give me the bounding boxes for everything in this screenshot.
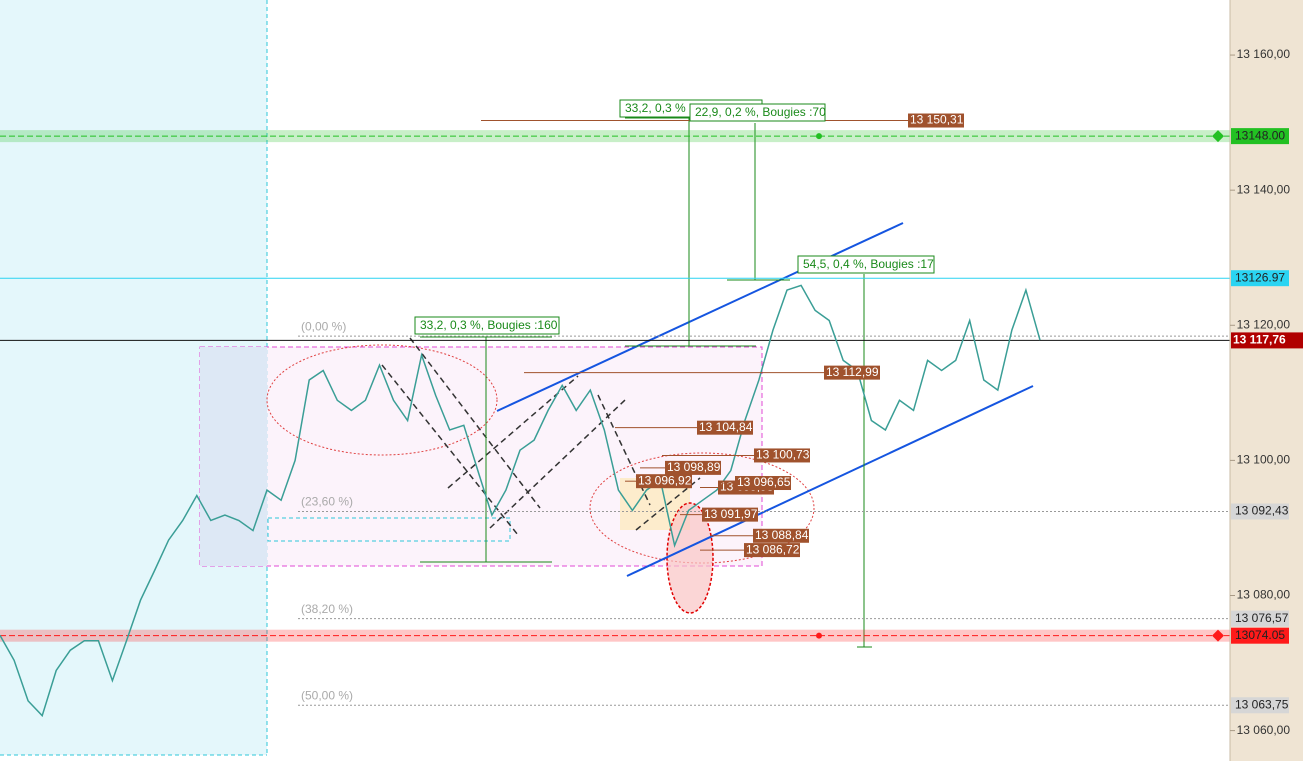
- price-tag: [636, 474, 692, 489]
- price-tag-label: 13 104,84: [699, 420, 753, 434]
- price-tag-label: 13 098,89: [667, 460, 721, 474]
- level-tag: [1231, 697, 1289, 714]
- price-tag: [824, 365, 880, 380]
- y-tick-label: 13 080,00: [1237, 588, 1291, 602]
- price-tag-label: 13 100,73: [756, 448, 810, 462]
- fib-label: (0,00 %): [301, 319, 346, 333]
- level-tag: [1231, 128, 1289, 145]
- price-line: [0, 284, 1041, 718]
- trendline: [496, 222, 904, 412]
- price-tag: [744, 543, 800, 558]
- measure-box: [689, 103, 826, 122]
- level-label: 13 076,57: [1235, 611, 1289, 625]
- zone-box: [267, 517, 511, 542]
- range-overlap: [200, 347, 267, 566]
- level-handle: [816, 632, 822, 639]
- level-label: 13126.97: [1235, 270, 1285, 284]
- ellipse: [589, 452, 815, 564]
- price-tag: [735, 476, 791, 491]
- level-tag: [1231, 270, 1289, 287]
- level-handle: [1212, 629, 1224, 642]
- price-tag: [908, 113, 964, 128]
- level-tag: [1231, 332, 1303, 349]
- measure-box: [797, 255, 935, 274]
- level-handle: [1212, 130, 1224, 143]
- price-tag: [753, 528, 809, 543]
- level-label: 13 092,43: [1235, 504, 1289, 518]
- y-tick-label: 13 100,00: [1237, 453, 1291, 467]
- level-tag: [1231, 627, 1289, 644]
- level-label: 13074.05: [1235, 628, 1285, 642]
- axis-panel: [1230, 0, 1303, 761]
- measure-label: 33,2, 0,3 %: [625, 101, 686, 115]
- price-tag-label: 13 091,97: [704, 507, 758, 521]
- price-tag-label: 13 096,65: [737, 475, 791, 489]
- price-tag: [702, 507, 758, 522]
- fib-label: (50,00 %): [301, 688, 353, 702]
- ellipse: [266, 344, 498, 456]
- level-label: 13148.00: [1235, 128, 1285, 142]
- price-tag-label: 13 112,99: [826, 365, 879, 379]
- trendline: [626, 385, 1034, 577]
- measure-label: 33,2, 0,3 %, Bougies :160: [420, 318, 558, 332]
- price-tag-label: 13 150,31: [910, 113, 964, 127]
- price-tag-label: 13 096,92: [638, 473, 692, 487]
- level-label: 13 117,76: [1233, 333, 1286, 347]
- price-tag-label: 13 086,72: [746, 542, 800, 556]
- y-tick-label: 13 140,00: [1237, 182, 1291, 196]
- price-tag: [754, 448, 810, 463]
- fib-label: (38,20 %): [301, 602, 353, 616]
- measure-label: 22,9, 0,2 %, Bougies :70: [695, 105, 826, 119]
- fib-label: (23,60 %): [301, 495, 353, 509]
- level-tag: [1231, 610, 1289, 627]
- price-tag: [697, 420, 753, 435]
- price-tag-label: 13 088,84: [755, 528, 809, 542]
- y-tick-label: 13 060,00: [1237, 723, 1291, 737]
- level-tag: [1231, 503, 1289, 520]
- y-tick-label: 13 120,00: [1237, 317, 1291, 331]
- measure-label: 54,5, 0,4 %, Bougies :17: [803, 257, 934, 271]
- price-tag: [665, 460, 721, 475]
- level-handle: [816, 133, 822, 140]
- level-label: 13 063,75: [1235, 697, 1289, 711]
- y-tick-label: 13 160,00: [1237, 47, 1291, 61]
- measure-box: [414, 316, 560, 335]
